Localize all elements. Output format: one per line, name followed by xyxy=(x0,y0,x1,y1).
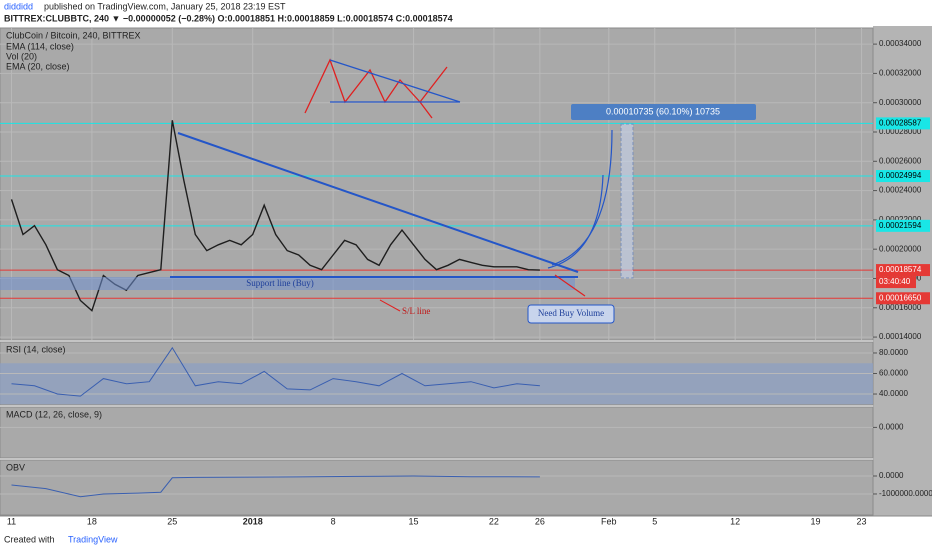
sl-pointer xyxy=(379,299,401,312)
support-zone xyxy=(0,277,575,290)
quote: BITTREX:CLUBBTC, 240 ▼ −0.00000052 (−0.2… xyxy=(4,13,453,23)
pane xyxy=(0,27,874,341)
level-tag xyxy=(876,264,930,277)
y-tick-label: 0.00030000 xyxy=(879,98,922,107)
pane xyxy=(0,406,874,459)
sl-label: S/L line xyxy=(402,306,430,316)
y-tick-label: 80.0000 xyxy=(879,348,908,357)
y-tick-label: 0.00020000 xyxy=(879,244,922,253)
y-tick-label: 0.00016000 xyxy=(879,303,922,312)
level-label: 0.00024994 xyxy=(879,171,922,180)
series-line xyxy=(11,346,540,397)
x-tick-label: 19 xyxy=(811,516,821,526)
support-label: Support line (Buy) xyxy=(246,278,314,288)
level-label: 0.00028587 xyxy=(879,119,922,128)
y-tick-label: 0.00014000 xyxy=(879,332,922,341)
measure-label: 0.00010735 (60.10%) 10735 xyxy=(606,106,720,116)
y-tick-label: -1000000.0000 xyxy=(879,489,932,498)
level-tag xyxy=(876,117,930,130)
y-tick-label: 0.0000 xyxy=(879,471,904,480)
panes: 11 18 25 2018 8 15 22 26 Feb 5 12 19 23 0.00014000 0.0… xyxy=(0,26,932,526)
y-tick-label: 40.0000 xyxy=(879,389,908,398)
pane-title: MACD (12, 26, close, 9) xyxy=(6,409,102,419)
x-tick-label: 26 xyxy=(535,516,545,526)
countdown-tag xyxy=(876,276,916,289)
callout-label: Need Buy Volume xyxy=(538,308,604,318)
x-tick-label: 23 xyxy=(857,516,867,526)
series-line xyxy=(11,475,540,498)
indicator-label: Vol (20) xyxy=(6,51,37,61)
pane-title: OBV xyxy=(6,462,25,472)
y-tick-label: 0.00022000 xyxy=(879,215,922,224)
x-tick-label: 2018 xyxy=(243,516,263,526)
pane-title: ClubCoin / Bitcoin, 240, BITTREX xyxy=(6,30,141,40)
x-tick-label: 18 xyxy=(87,516,97,526)
x-tick-label: Feb xyxy=(601,516,617,526)
measure-range xyxy=(620,123,634,279)
sl-arrow xyxy=(554,274,586,297)
author[interactable]: diddidd xyxy=(4,1,33,11)
trend-line xyxy=(177,132,579,273)
y-tick-label: 0.00024000 xyxy=(879,186,922,195)
level-label: 0.00021594 xyxy=(879,221,922,230)
level-tag xyxy=(876,292,930,305)
y-tick-label: 0.00034000 xyxy=(879,39,922,48)
projection-arrow xyxy=(551,129,613,266)
x-tick-label: 15 xyxy=(409,516,419,526)
rsi-band xyxy=(0,363,873,405)
published: published on TradingView.com, January 25… xyxy=(44,1,286,11)
measure-box xyxy=(571,104,756,120)
x-tick-label: 25 xyxy=(167,516,177,526)
level-label: 0.00018574 xyxy=(879,265,922,274)
x-tick-label: 12 xyxy=(730,516,740,526)
y-tick-label: 0.00026000 xyxy=(879,156,922,165)
y-tick-label: 60.0000 xyxy=(879,369,908,378)
indicator-label: EMA (114, close) xyxy=(6,41,74,51)
level-tag xyxy=(876,170,930,183)
y-tick-label: 0.00032000 xyxy=(879,69,922,78)
countdown: 03:40:40 xyxy=(879,277,911,286)
pattern-upper xyxy=(329,59,461,103)
drawings: 0.00010735 (60.10%) 10735 Support line (… xyxy=(0,58,756,324)
y-tick-label: 0.0000 xyxy=(879,423,904,432)
level-label: 0.00016650 xyxy=(879,293,922,302)
callout-box xyxy=(527,304,615,324)
footer-brand[interactable]: TradingView xyxy=(68,534,118,544)
y-tick-label: 0.00028000 xyxy=(879,127,922,136)
indicator-label: EMA (20, close) xyxy=(6,61,70,71)
x-tick-label: 11 xyxy=(7,516,16,526)
pane xyxy=(0,459,874,516)
x-tick-label: 8 xyxy=(331,516,336,526)
pattern-arrow xyxy=(419,66,448,103)
level-tag xyxy=(876,219,930,232)
footer-created: Created with xyxy=(4,534,55,544)
x-tick-label: 5 xyxy=(652,516,657,526)
pattern-zigzag xyxy=(304,58,433,119)
pane-title: RSI (14, close) xyxy=(6,344,66,354)
x-tick-label: 22 xyxy=(489,516,499,526)
